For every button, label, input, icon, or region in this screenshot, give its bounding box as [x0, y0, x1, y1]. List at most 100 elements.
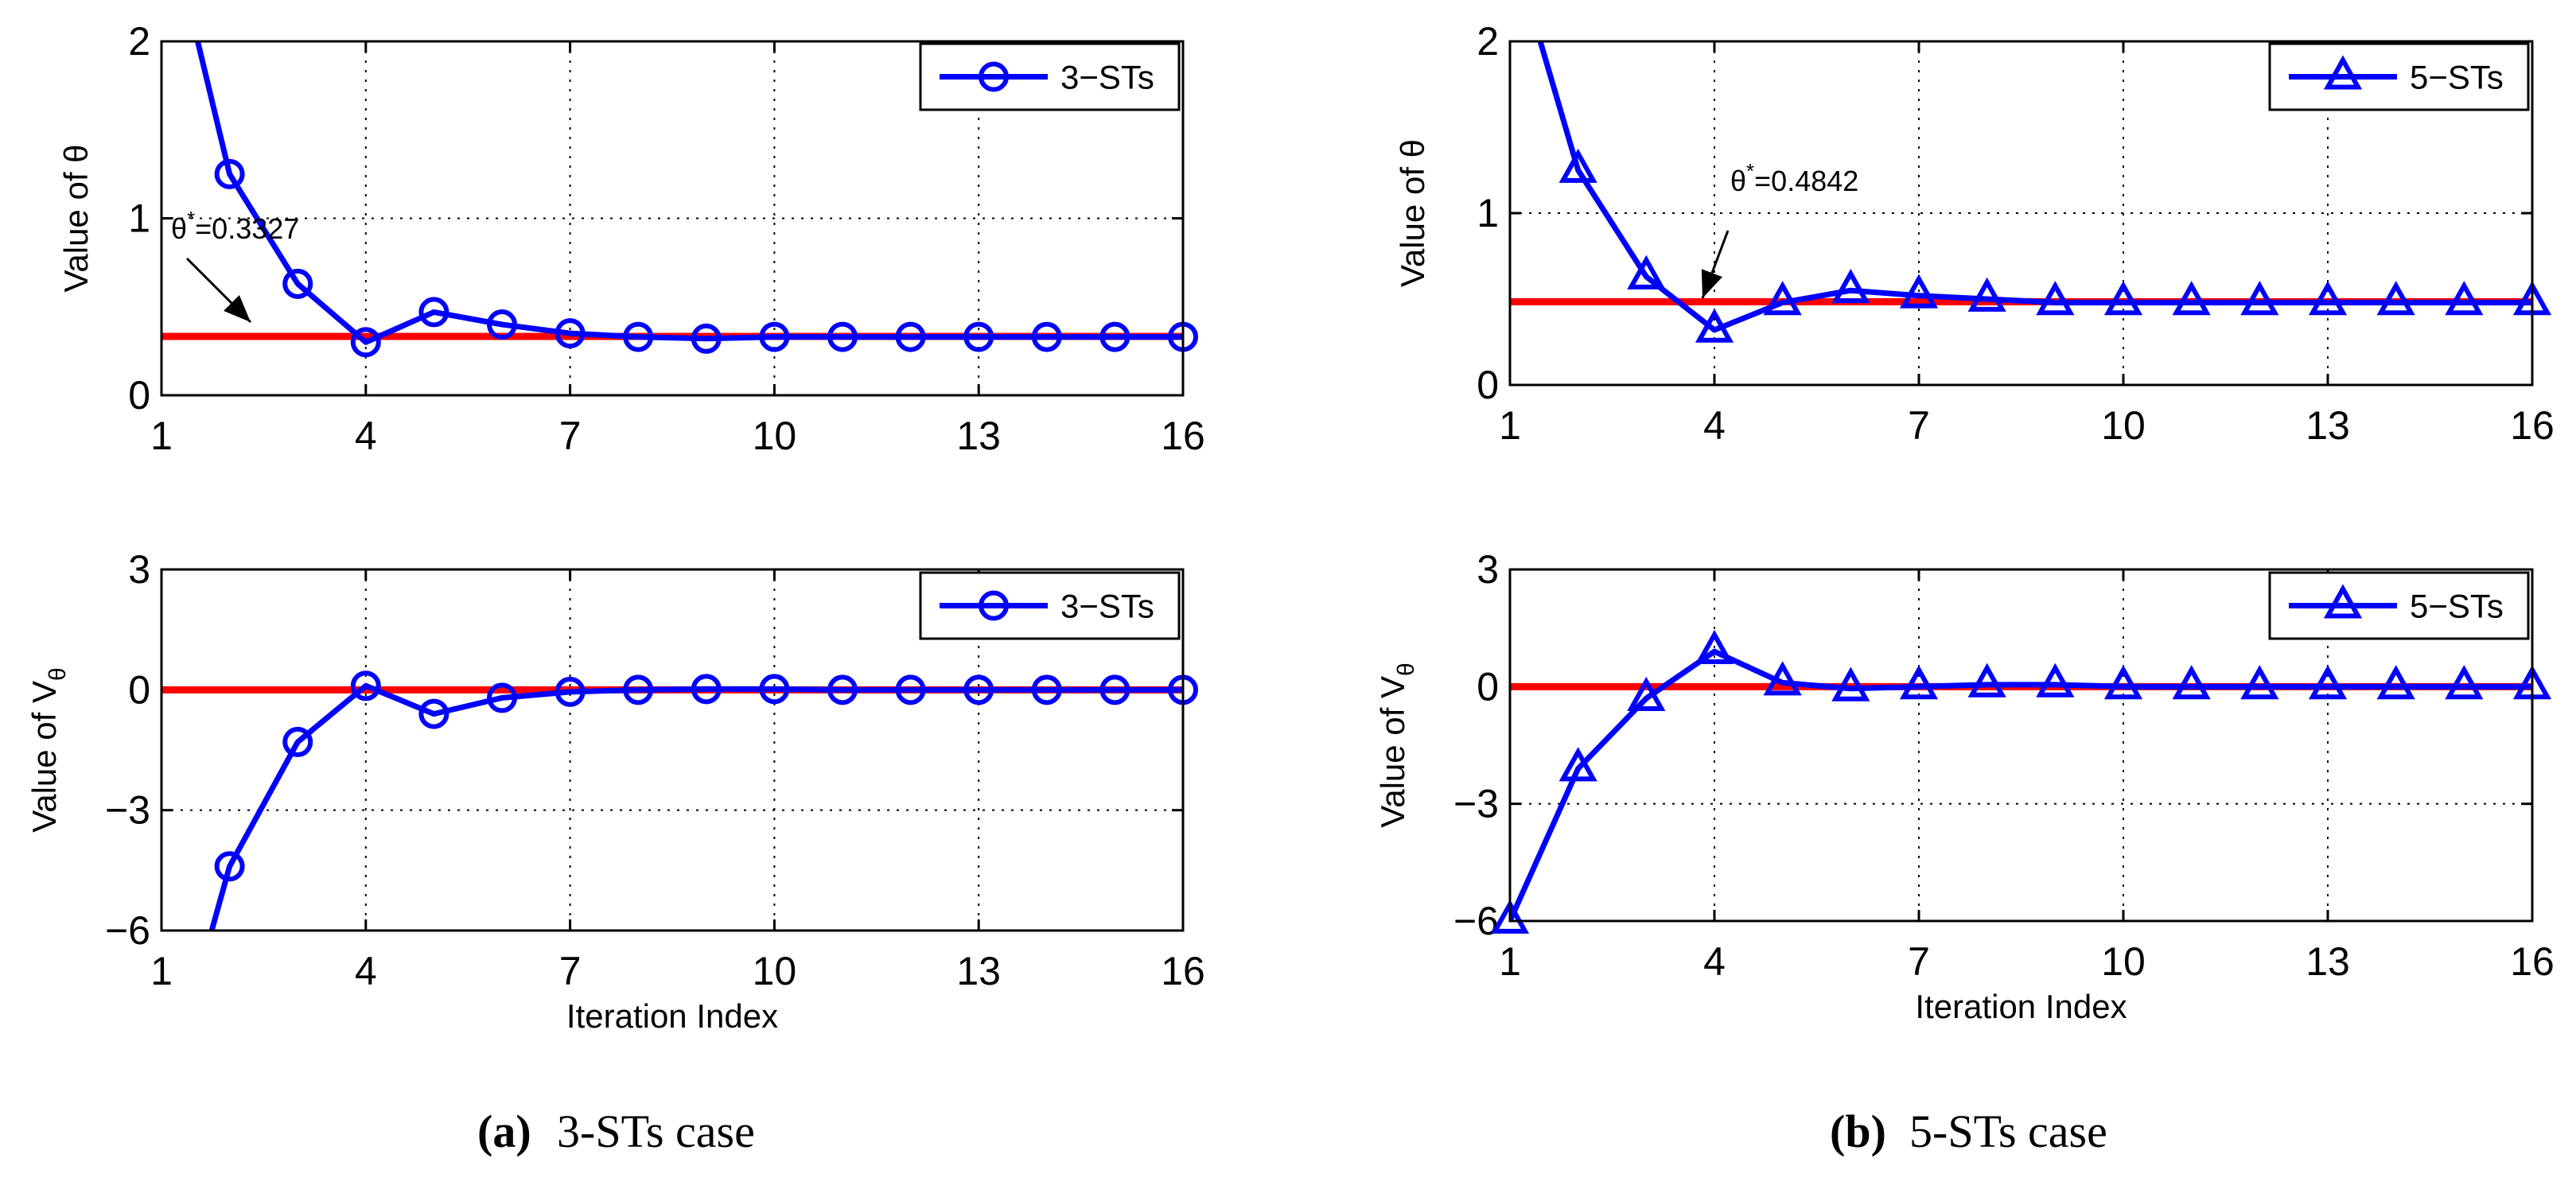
- x-tick-label: 16: [1161, 949, 1205, 993]
- x-tick-label: 1: [1499, 939, 1521, 984]
- data-point: [2172, 281, 2211, 316]
- data-point: [1695, 629, 1734, 665]
- legend-label: 3−STs: [1060, 59, 1154, 96]
- data-point: [827, 674, 858, 705]
- annotation-arrow-head: [1701, 269, 1723, 298]
- y-tick-label: 0: [128, 373, 150, 418]
- x-tick-label: 1: [1499, 403, 1521, 448]
- legend-marker: [2323, 584, 2363, 619]
- data-point: [691, 323, 722, 354]
- data-point: [555, 318, 586, 349]
- y-tick-label: 3: [1477, 547, 1499, 592]
- y-tick-label: 2: [1477, 19, 1499, 64]
- series-clip-group: [194, 41, 1183, 345]
- data-point: [1899, 274, 1939, 309]
- data-point: [350, 670, 381, 701]
- data-point: [1967, 663, 2006, 698]
- data-point: [487, 682, 517, 713]
- y-axis-label: Value of Vθ: [1374, 663, 1419, 827]
- x-tick-label: 7: [1908, 403, 1930, 448]
- legend-label: 5−STs: [2410, 59, 2504, 96]
- data-point: [1490, 899, 1530, 934]
- annotation-text: θ*=0.4842: [1730, 159, 1858, 197]
- x-tick-label: 10: [2101, 403, 2146, 448]
- legend-label: 5−STs: [2410, 588, 2504, 625]
- data-point: [282, 726, 313, 757]
- data-point: [2376, 665, 2415, 700]
- data-point: [2036, 281, 2075, 316]
- x-tick-label: 10: [2101, 939, 2146, 984]
- data-point: [963, 674, 994, 705]
- data-point: [1695, 308, 1734, 343]
- caption-a-text: 3-STs case: [557, 1106, 755, 1157]
- data-point: [895, 321, 926, 352]
- series-clip-group: [1537, 41, 2532, 333]
- x-tick-label: 4: [355, 414, 377, 458]
- x-tick-label: 7: [559, 414, 582, 458]
- series-line: [1537, 41, 2532, 333]
- x-tick-label: 16: [2510, 403, 2555, 448]
- x-tick-label: 4: [355, 949, 377, 993]
- data-point: [963, 321, 994, 352]
- data-point: [2308, 281, 2348, 316]
- data-point: [1558, 747, 1597, 782]
- data-point: [691, 674, 722, 705]
- data-point: [1627, 676, 1666, 711]
- y-tick-label: 0: [1477, 664, 1499, 709]
- y-tick-label: 0: [1477, 363, 1499, 407]
- y-tick-label: 1: [1477, 191, 1499, 235]
- series-line: [208, 682, 1183, 931]
- data-point: [2103, 281, 2143, 316]
- legend-marker: [979, 590, 1009, 621]
- x-tick-label: 4: [1703, 403, 1726, 448]
- data-point: [1831, 268, 1870, 304]
- data-point: [555, 676, 586, 707]
- x-tick-label: 13: [956, 414, 1001, 458]
- data-point: [2036, 663, 2075, 698]
- data-point: [759, 321, 790, 352]
- data-point: [1558, 148, 1597, 183]
- series-line: [194, 41, 1183, 345]
- data-point: [2172, 665, 2211, 700]
- data-point: [350, 327, 381, 358]
- data-point: [214, 851, 245, 882]
- legend-marker: [979, 61, 1009, 92]
- data-point: [2376, 281, 2415, 316]
- data-point: [418, 297, 449, 328]
- data-point: [1099, 674, 1130, 705]
- x-tick-label: 13: [956, 949, 1001, 993]
- y-tick-label: 3: [128, 547, 150, 592]
- annotation-arrow-head: [224, 295, 251, 322]
- x-tick-label: 13: [2306, 403, 2350, 448]
- data-point: [1763, 281, 1802, 316]
- y-tick-label: −3: [1453, 782, 1499, 826]
- caption-b-label: (b): [1830, 1106, 1886, 1157]
- y-axis-label: Value of θ: [1394, 139, 1431, 287]
- series-clip-group: [1510, 648, 2532, 921]
- caption-a-label: (a): [477, 1106, 531, 1157]
- data-point: [487, 309, 517, 340]
- x-axis-label: Iteration Index: [566, 997, 778, 1035]
- plot-frame: [1508, 568, 2534, 923]
- data-point: [2445, 665, 2484, 700]
- data-point: [1831, 666, 1870, 701]
- x-tick-label: 7: [1908, 939, 1930, 984]
- data-point: [2240, 281, 2279, 316]
- panel-a-bottom-chart: 1 4 7 10 13 16 −6 −3 0 3 Value of Vθ Iteration Inde…: [25, 547, 1205, 1035]
- data-point: [1763, 661, 1802, 696]
- data-point: [1031, 674, 1062, 705]
- y-axis-label: Value of Vθ: [25, 667, 71, 832]
- data-point: [623, 674, 654, 705]
- data-point: [623, 321, 654, 352]
- x-tick-label: 7: [559, 949, 582, 993]
- annotation-text: θ*=0.3327: [171, 207, 299, 245]
- data-point: [2308, 665, 2348, 700]
- x-tick-label: 1: [150, 949, 173, 993]
- data-point: [282, 268, 313, 299]
- y-tick-label: −6: [1453, 899, 1499, 943]
- x-tick-label: 13: [2306, 939, 2350, 984]
- y-axis-label: Value of θ: [57, 144, 95, 292]
- data-point: [418, 698, 449, 729]
- data-point: [2445, 281, 2484, 316]
